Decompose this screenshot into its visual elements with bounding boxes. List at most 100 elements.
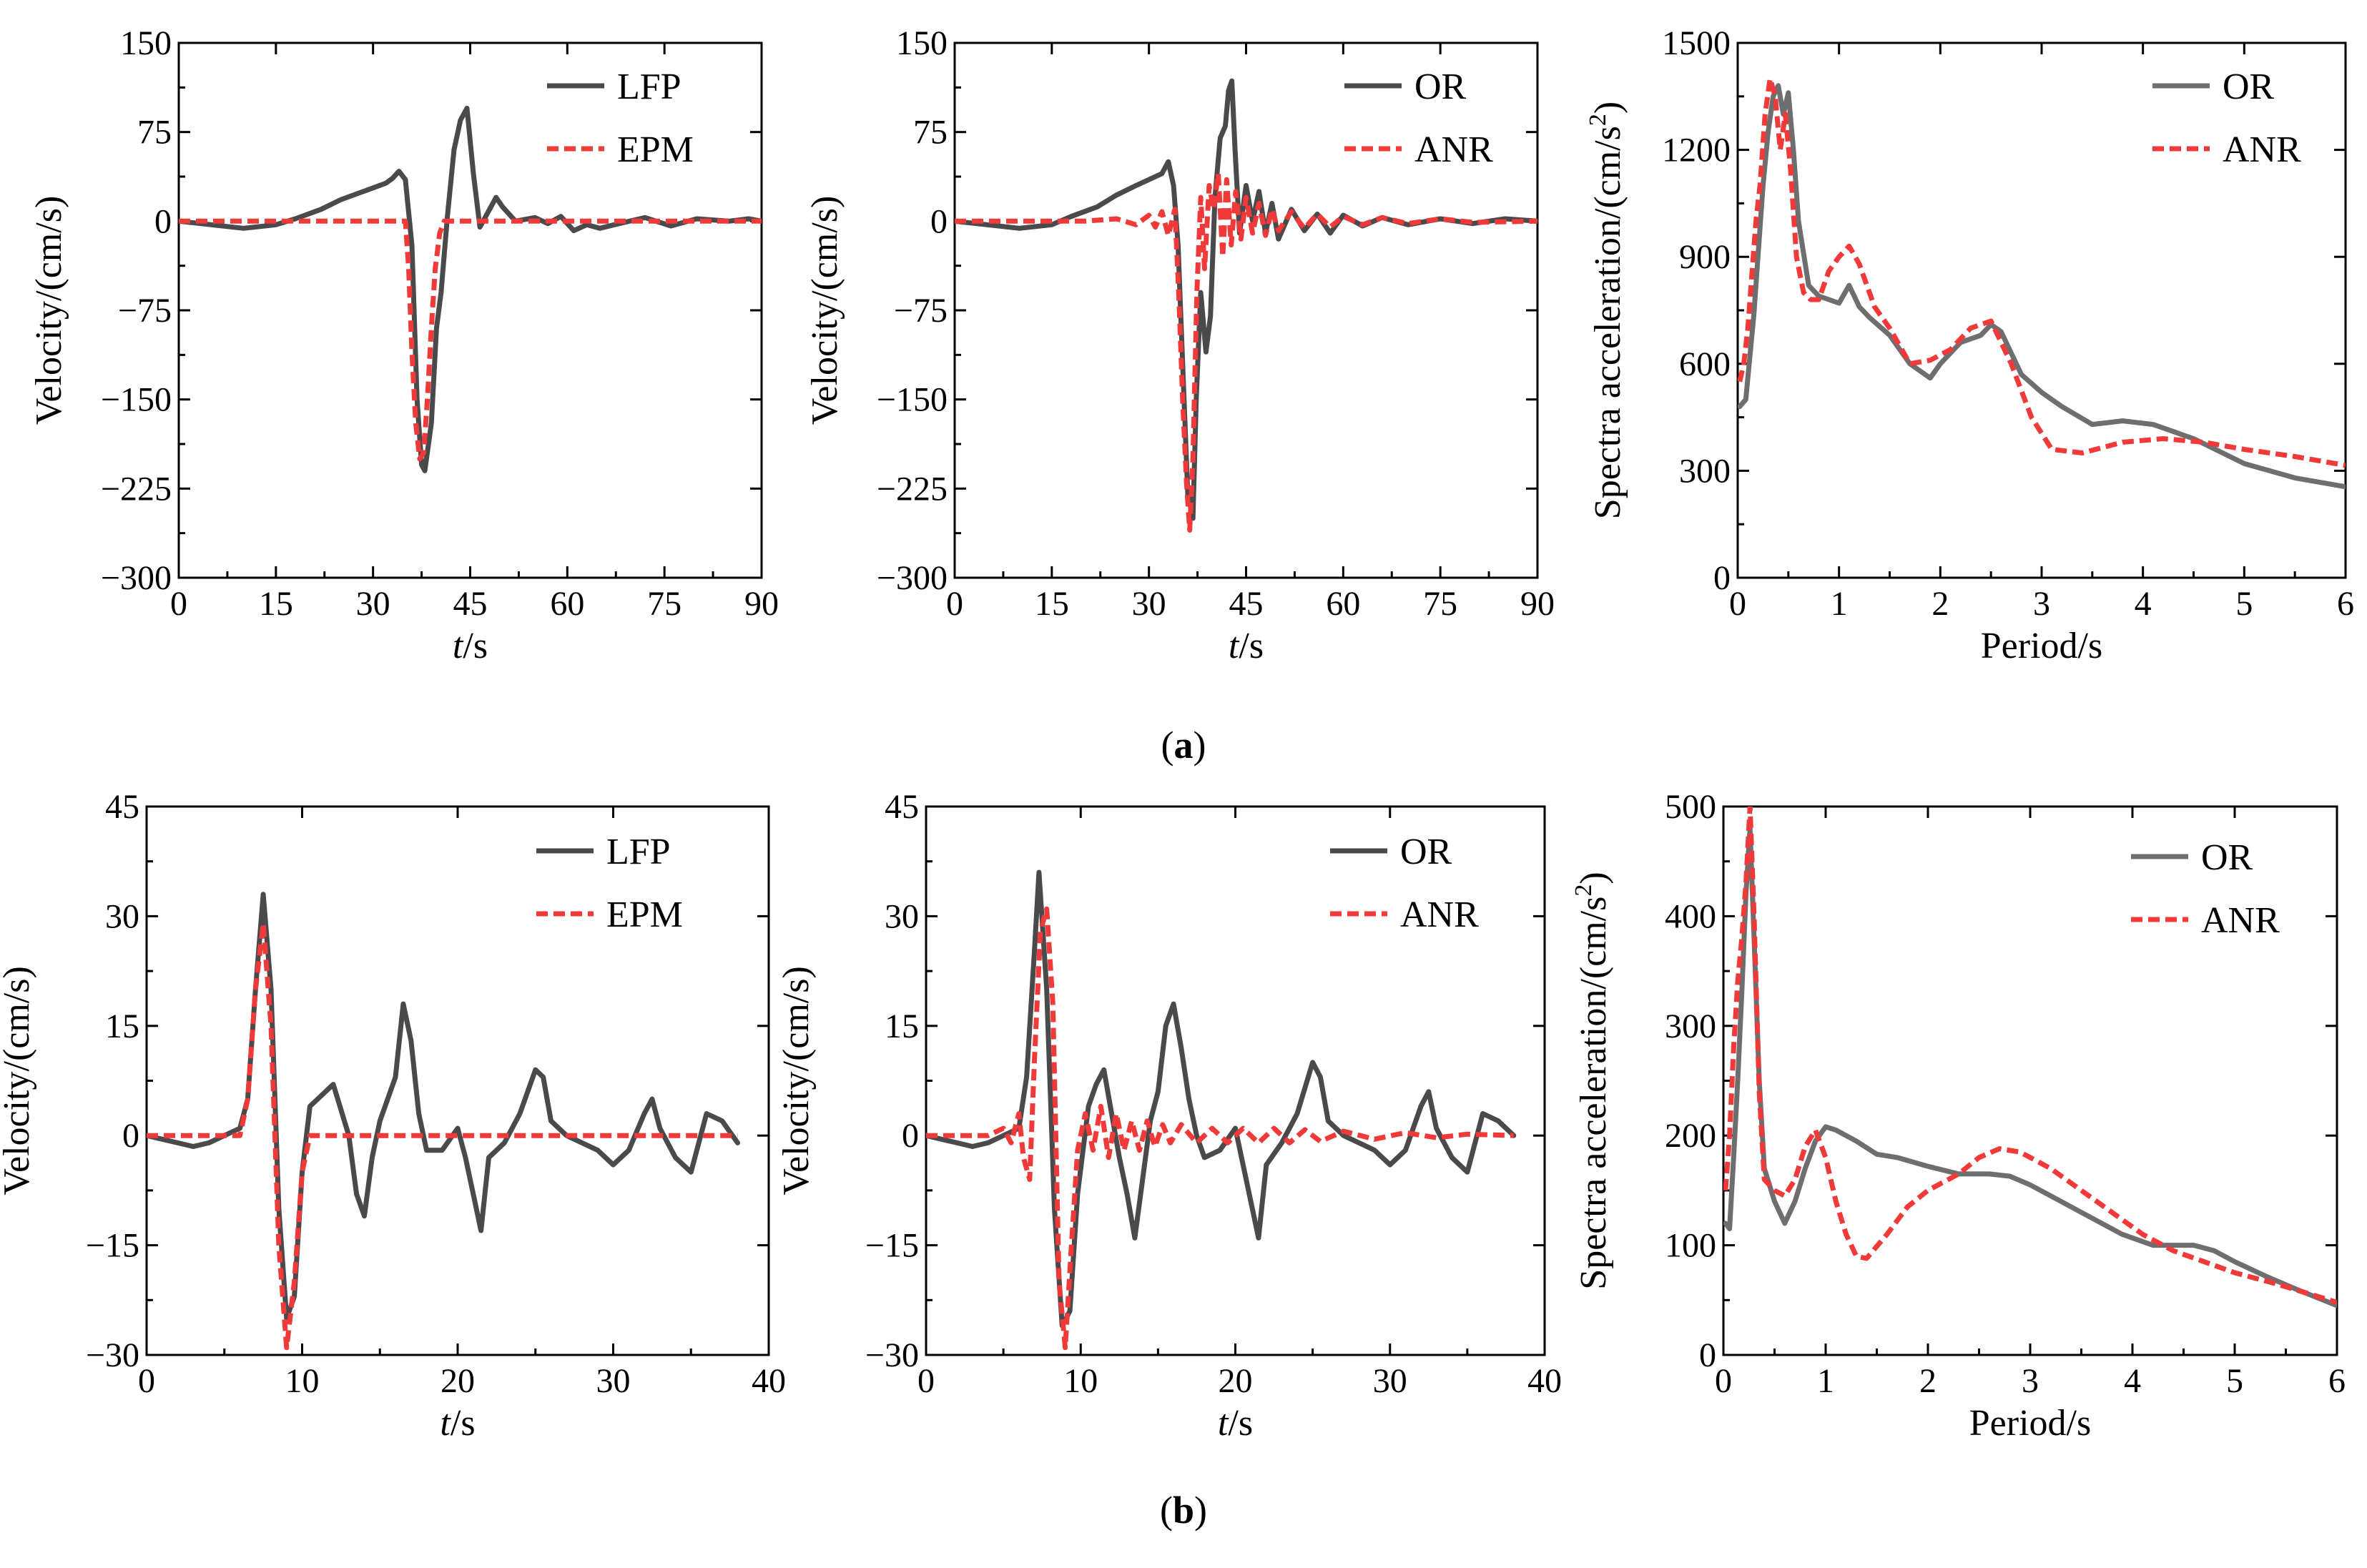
y-tick-label-a3-2: 600 <box>1679 345 1731 383</box>
x-tick-label-b2-3: 30 <box>1373 1362 1407 1400</box>
y-tick-label-a2-5: 75 <box>913 114 948 152</box>
y-axis-title-b2: Velocity/(cm/s) <box>776 966 817 1195</box>
legend-label-a3-or: OR <box>2223 66 2275 107</box>
series-line-a2-anr <box>955 171 1537 533</box>
legend-label-a3-anr: ANR <box>2223 129 2301 170</box>
x-tick-label-a3-6: 6 <box>2337 585 2354 623</box>
series-line-b2-or <box>926 869 1517 1328</box>
x-tick-label-a1-4: 60 <box>550 585 584 623</box>
series-line-a1-lfp <box>179 105 762 473</box>
series-line-a3-anr <box>1738 76 2346 468</box>
x-tick-label-b3-3: 3 <box>2022 1362 2039 1400</box>
legend-label-a1-epm: EPM <box>617 129 694 170</box>
y-tick-label-b2-1: −15 <box>865 1227 919 1265</box>
y-tick-label-b1-4: 30 <box>105 897 139 935</box>
chart-a2-velocity-or-anr: 0 15 30 45 60 75 90 −300 −225 −150 −75 0 75 150 t/s Vel… <box>804 24 1555 666</box>
x-tick-label-a1-3: 45 <box>453 585 488 623</box>
y-axis-title-a3: Spectra acceleration/(cm/s2) <box>1585 102 1628 519</box>
series-line-a3-or <box>1738 83 2346 490</box>
y-tick-label-a2-6: 150 <box>896 24 948 62</box>
x-tick-label-a3-0: 0 <box>1729 585 1746 623</box>
y-tick-label-b1-3: 15 <box>105 1007 139 1045</box>
x-tick-label-a1-2: 30 <box>356 585 390 623</box>
x-tick-label-a3-3: 3 <box>2033 585 2050 623</box>
x-axis-title-a2: t/s <box>1229 626 1264 666</box>
x-tick-label-b1-1: 10 <box>285 1362 320 1400</box>
plot-frame-a3 <box>1736 41 2347 579</box>
legend-label-b3-anr: ANR <box>2201 900 2280 941</box>
series-line-b1-lfp <box>147 892 740 1321</box>
x-tick-label-a2-6: 90 <box>1520 585 1555 623</box>
legend-label-b3-or: OR <box>2201 837 2253 878</box>
y-tick-label-b3-1: 100 <box>1665 1227 1716 1265</box>
panel-label-a-letter: a <box>1174 724 1194 766</box>
x-tick-label-a2-4: 60 <box>1326 585 1360 623</box>
x-tick-label-a2-5: 75 <box>1423 585 1457 623</box>
x-tick-label-b3-4: 4 <box>2124 1362 2141 1400</box>
y-tick-label-a2-4: 0 <box>930 202 948 240</box>
x-tick-label-a1-5: 75 <box>647 585 681 623</box>
x-tick-label-b1-2: 20 <box>441 1362 475 1400</box>
x-tick-label-a2-3: 45 <box>1229 585 1264 623</box>
y-tick-label-b3-3: 300 <box>1665 1007 1716 1045</box>
legend-label-a1-lfp: LFP <box>617 66 681 107</box>
chart-a1-velocity-lfp-epm: 0 15 30 45 60 75 90 −300 −225 −150 −75 0 75 150 t/s Vel… <box>29 24 779 666</box>
x-tick-label-a3-1: 1 <box>1831 585 1848 623</box>
legend-label-a2-anr: ANR <box>1414 129 1493 170</box>
x-tick-label-b3-0: 0 <box>1715 1362 1732 1400</box>
y-axis-title-a2: Velocity/(cm/s) <box>804 196 845 425</box>
x-axis-title-a1: t/s <box>453 626 488 666</box>
y-tick-label-a3-3: 900 <box>1679 238 1731 276</box>
x-tick-label-a3-4: 4 <box>2135 585 2152 623</box>
y-tick-label-a1-6: 150 <box>120 24 172 62</box>
y-tick-label-a1-3: −75 <box>118 292 172 330</box>
x-tick-label-a3-5: 5 <box>2235 585 2253 623</box>
plot-frame-b2 <box>925 805 1546 1356</box>
chart-b1-velocity-lfp-epm: 0 10 20 30 40 −30 −15 0 15 30 45 t/s Velocity/(cm/s)… <box>0 788 786 1444</box>
x-tick-label-b1-3: 30 <box>596 1362 631 1400</box>
x-tick-label-a2-1: 15 <box>1035 585 1069 623</box>
y-axis-title-b1: Velocity/(cm/s) <box>0 966 37 1195</box>
x-axis-title-b2: t/s <box>1218 1403 1253 1444</box>
x-axis-title-a3: Period/s <box>1981 626 2102 666</box>
y-tick-label-b1-5: 45 <box>105 788 139 826</box>
y-tick-label-b2-2: 0 <box>902 1117 919 1155</box>
y-tick-label-a2-0: −300 <box>877 559 948 597</box>
x-tick-label-a1-1: 15 <box>259 585 293 623</box>
x-tick-label-b1-4: 40 <box>752 1362 786 1400</box>
legend-label-b1-lfp: LFP <box>606 832 671 872</box>
x-tick-label-b3-6: 6 <box>2328 1362 2346 1400</box>
x-tick-label-b2-0: 0 <box>917 1362 935 1400</box>
y-tick-label-a3-4: 1200 <box>1662 132 1731 169</box>
chart-a3-spectra-or-anr: 0 1 2 3 4 5 6 0 300 600 900 1200 1500 Period/s Spectra… <box>1585 24 2354 666</box>
plot-frame-b1 <box>145 805 770 1356</box>
x-tick-label-a2-0: 0 <box>946 585 963 623</box>
y-tick-label-b2-3: 15 <box>885 1007 919 1045</box>
y-tick-label-a3-5: 1500 <box>1662 24 1731 62</box>
y-tick-label-b3-2: 200 <box>1665 1117 1716 1155</box>
plot-frame-a2 <box>953 41 1539 579</box>
legend-label-b2-or: OR <box>1400 832 1452 872</box>
x-tick-label-b3-2: 2 <box>1919 1362 1937 1400</box>
chart-b2-velocity-or-anr: 0 10 20 30 40 −30 −15 0 15 30 45 t/s Velocity/(cm/s)… <box>776 788 1562 1444</box>
y-tick-label-a2-1: −225 <box>877 470 948 508</box>
x-tick-label-a1-6: 90 <box>744 585 779 623</box>
y-tick-label-b3-0: 0 <box>1699 1336 1716 1374</box>
series-line-b2-anr <box>926 906 1514 1351</box>
y-tick-label-a1-5: 75 <box>137 114 172 152</box>
y-tick-label-b1-0: −30 <box>86 1336 139 1374</box>
y-tick-label-b2-5: 45 <box>885 788 919 826</box>
y-tick-label-a1-0: −300 <box>101 559 172 597</box>
panel-label-a: (a) <box>1161 724 1206 766</box>
x-axis-title-b1: t/s <box>440 1403 475 1444</box>
legend-label-b2-anr: ANR <box>1400 894 1479 935</box>
series-line-b1-epm <box>147 921 738 1351</box>
y-tick-label-b1-1: −15 <box>86 1227 139 1265</box>
y-tick-label-b1-2: 0 <box>122 1117 139 1155</box>
x-axis-title-b3: Period/s <box>1969 1403 2091 1444</box>
y-tick-label-a2-3: −75 <box>894 292 948 330</box>
y-tick-label-a3-1: 300 <box>1679 452 1731 490</box>
x-tick-label-b2-4: 40 <box>1527 1362 1562 1400</box>
x-tick-label-b1-0: 0 <box>138 1362 155 1400</box>
